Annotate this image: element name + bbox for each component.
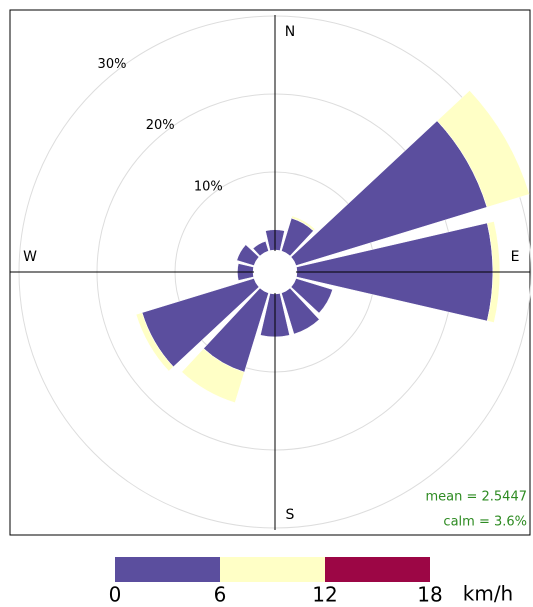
- mean-annotation: mean = 2.5447: [425, 490, 527, 505]
- petal-segment: [236, 244, 260, 266]
- legend-break-label: 0: [109, 583, 122, 607]
- legend-break-label: 12: [312, 583, 337, 607]
- calm-hole: [254, 251, 296, 293]
- direction-label: N: [285, 24, 295, 40]
- ring-label: 30%: [98, 57, 127, 72]
- petal-segment: [291, 215, 316, 232]
- legend-swatch: [325, 557, 430, 582]
- ring-label: 20%: [146, 118, 175, 133]
- ring-label: 10%: [194, 180, 223, 195]
- petal-segment: [281, 287, 320, 335]
- legend-swatch: [115, 557, 220, 582]
- direction-label: W: [23, 249, 37, 265]
- direction-label: E: [511, 249, 520, 265]
- calm-annotation: calm = 3.6%: [443, 515, 527, 530]
- legend-break-label: 18: [417, 583, 442, 607]
- legend-unit: km/h: [463, 582, 513, 606]
- legend-break-label: 6: [214, 583, 227, 607]
- direction-label: S: [286, 507, 295, 523]
- petal-segment: [135, 312, 174, 372]
- petal-segment: [252, 240, 269, 257]
- legend-swatch: [220, 557, 325, 582]
- petal-segment: [290, 278, 333, 314]
- petal-segment: [436, 90, 530, 208]
- petal-segment: [181, 348, 245, 404]
- plot-area: 10% 20% 30% N E S W: [10, 15, 532, 530]
